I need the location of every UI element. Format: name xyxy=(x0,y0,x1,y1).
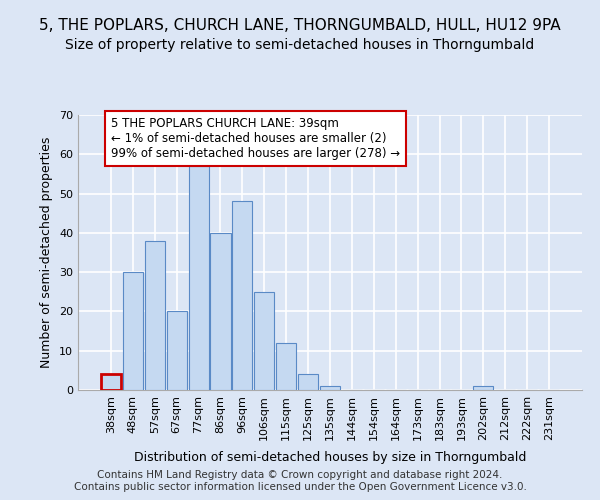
Bar xyxy=(232,202,253,390)
Bar xyxy=(188,166,209,390)
X-axis label: Distribution of semi-detached houses by size in Thorngumbald: Distribution of semi-detached houses by … xyxy=(134,451,526,464)
Bar xyxy=(254,292,274,390)
Bar xyxy=(473,386,493,390)
Text: 5 THE POPLARS CHURCH LANE: 39sqm
← 1% of semi-detached houses are smaller (2)
99: 5 THE POPLARS CHURCH LANE: 39sqm ← 1% of… xyxy=(111,117,400,160)
Bar xyxy=(211,233,230,390)
Text: Contains HM Land Registry data © Crown copyright and database right 2024.: Contains HM Land Registry data © Crown c… xyxy=(97,470,503,480)
Text: Size of property relative to semi-detached houses in Thorngumbald: Size of property relative to semi-detach… xyxy=(65,38,535,52)
Text: Contains public sector information licensed under the Open Government Licence v3: Contains public sector information licen… xyxy=(74,482,526,492)
Bar xyxy=(123,272,143,390)
Y-axis label: Number of semi-detached properties: Number of semi-detached properties xyxy=(40,137,53,368)
Bar xyxy=(167,312,187,390)
Bar xyxy=(298,374,318,390)
Bar xyxy=(101,374,121,390)
Bar xyxy=(276,343,296,390)
Bar xyxy=(320,386,340,390)
Bar xyxy=(145,240,165,390)
Text: 5, THE POPLARS, CHURCH LANE, THORNGUMBALD, HULL, HU12 9PA: 5, THE POPLARS, CHURCH LANE, THORNGUMBAL… xyxy=(39,18,561,32)
